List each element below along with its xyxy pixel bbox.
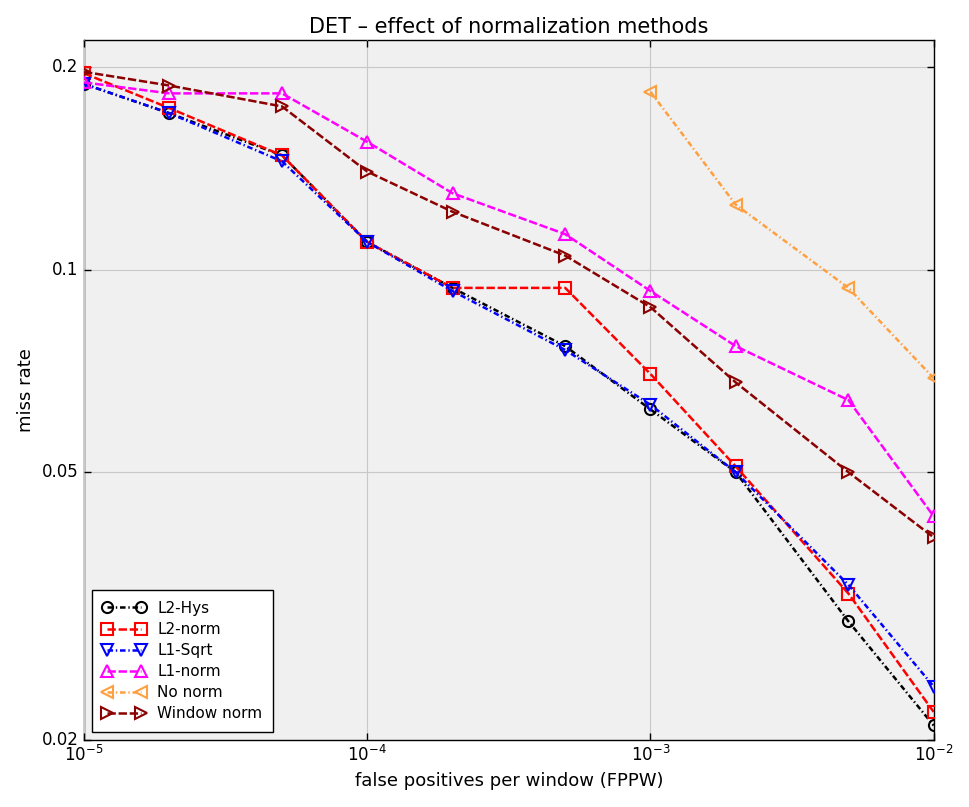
L1-Sqrt: [164, 108, 175, 118]
Window norm: [276, 102, 288, 111]
L2-Hys: [927, 721, 939, 730]
No norm: [729, 200, 740, 210]
L1-Sqrt: [361, 237, 373, 247]
L1-Sqrt: [78, 79, 90, 89]
No norm: [644, 87, 656, 97]
L1-Sqrt: [276, 157, 288, 166]
Y-axis label: miss rate: miss rate: [16, 348, 35, 432]
No norm: [927, 374, 939, 383]
L2-Hys: [644, 404, 656, 414]
Line: L1-Sqrt: L1-Sqrt: [78, 78, 938, 692]
Line: No norm: No norm: [644, 86, 938, 383]
L2-Hys: [361, 237, 373, 247]
L2-norm: [78, 69, 90, 78]
Line: L2-norm: L2-norm: [78, 68, 938, 717]
L2-norm: [842, 588, 854, 598]
L2-Hys: [729, 467, 740, 477]
Window norm: [842, 467, 854, 477]
Window norm: [927, 533, 939, 542]
L2-norm: [644, 369, 656, 378]
L2-norm: [927, 707, 939, 717]
L2-norm: [164, 103, 175, 113]
L1-norm: [927, 512, 939, 521]
X-axis label: false positives per window (FPPW): false positives per window (FPPW): [355, 772, 663, 790]
Window norm: [361, 167, 373, 177]
L1-norm: [361, 137, 373, 147]
L1-Sqrt: [644, 400, 656, 410]
Window norm: [78, 67, 90, 77]
Legend: L2-Hys, L2-norm, L1-Sqrt, L1-norm, No norm, Window norm: L2-Hys, L2-norm, L1-Sqrt, L1-norm, No no…: [92, 590, 273, 732]
Title: DET – effect of normalization methods: DET – effect of normalization methods: [309, 17, 707, 36]
L1-norm: [164, 89, 175, 98]
Window norm: [644, 303, 656, 312]
Window norm: [559, 251, 571, 261]
L2-norm: [276, 151, 288, 161]
L1-norm: [644, 286, 656, 296]
Line: L1-norm: L1-norm: [78, 77, 938, 522]
No norm: [842, 283, 854, 293]
L2-norm: [559, 283, 571, 293]
Window norm: [446, 207, 457, 216]
L2-Hys: [164, 108, 175, 118]
L1-norm: [276, 89, 288, 98]
L2-Hys: [842, 617, 854, 626]
L1-Sqrt: [559, 345, 571, 355]
L1-norm: [559, 229, 571, 239]
Window norm: [164, 81, 175, 90]
L2-Hys: [446, 283, 457, 293]
L1-norm: [729, 341, 740, 351]
L2-Hys: [559, 341, 571, 351]
Window norm: [729, 378, 740, 387]
L2-norm: [729, 462, 740, 471]
Line: L2-Hys: L2-Hys: [78, 78, 938, 731]
L2-Hys: [276, 151, 288, 161]
L1-Sqrt: [446, 286, 457, 296]
L1-Sqrt: [927, 682, 939, 692]
Line: Window norm: Window norm: [78, 66, 938, 543]
L2-norm: [361, 237, 373, 247]
L1-norm: [842, 395, 854, 405]
L1-norm: [446, 188, 457, 198]
L2-Hys: [78, 79, 90, 89]
L1-Sqrt: [842, 580, 854, 590]
L2-norm: [446, 283, 457, 293]
L1-norm: [78, 77, 90, 87]
L1-Sqrt: [729, 467, 740, 477]
